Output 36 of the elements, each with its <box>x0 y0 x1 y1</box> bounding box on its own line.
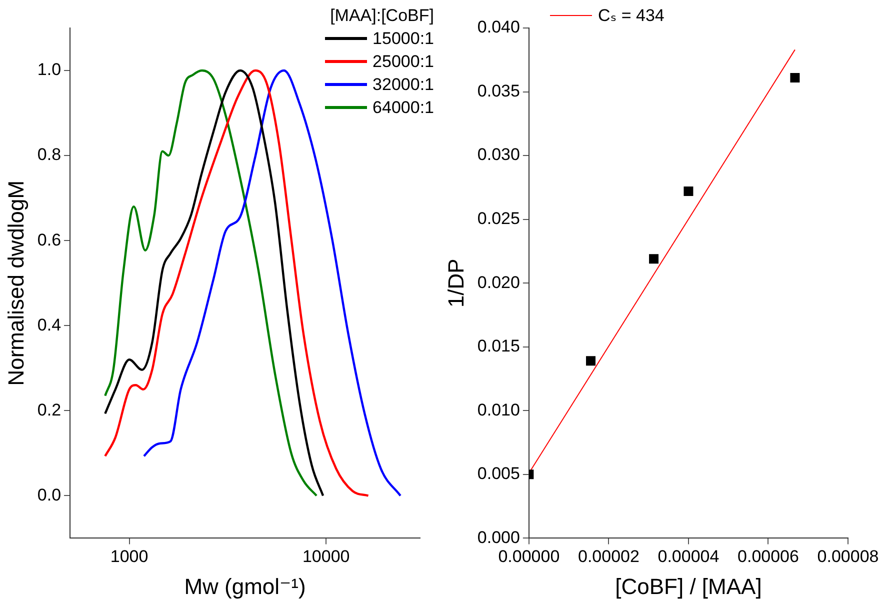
point <box>684 186 694 196</box>
point <box>649 254 659 264</box>
y-tick-label: 0.020 <box>477 272 520 292</box>
y-tick-label: 0.000 <box>477 528 520 547</box>
legend-label: Cₛ = 434 <box>598 5 664 27</box>
point <box>586 356 596 366</box>
x-tick-label: 0.00006 <box>738 547 799 566</box>
x-tick-label: 0.00004 <box>658 547 720 566</box>
x-axis-title: [CoBF] / [MAA] <box>615 574 762 599</box>
y-axis-title: 1/DP <box>443 258 468 308</box>
x-tick-label: 10000 <box>302 547 350 566</box>
y-tick-label: 0.4 <box>37 315 62 334</box>
point <box>790 73 800 82</box>
legend-label: 15000:1 <box>372 28 434 50</box>
y-tick-label: 1.0 <box>37 60 62 80</box>
x-tick-label: 0.00008 <box>817 547 879 566</box>
y-tick-label: 0.005 <box>477 464 520 484</box>
legend-title: [MAA]:[CoBF] <box>329 5 434 27</box>
y-tick-label: 0.2 <box>37 400 62 420</box>
y-tick-label: 0.040 <box>477 18 520 37</box>
y-tick-label: 0.015 <box>477 336 520 356</box>
x-tick-label: 1000 <box>110 547 148 566</box>
y-axis-title: Normalised dwdlogM <box>3 180 28 386</box>
legend-label: 25000:1 <box>372 51 434 73</box>
legend-label: 64000:1 <box>372 97 434 119</box>
y-tick-label: 0.010 <box>477 400 520 420</box>
y-tick-label: 0.035 <box>477 81 520 100</box>
x-axis-title: Mw (gmol⁻¹) <box>184 574 306 599</box>
y-tick-label: 0.0 <box>37 485 62 504</box>
x-tick-label: 0.00002 <box>578 547 640 566</box>
x-tick-label: 0.00000 <box>498 547 560 566</box>
legend-label: 32000:1 <box>372 74 434 96</box>
y-tick-label: 0.025 <box>477 209 520 228</box>
y-tick-label: 0.030 <box>477 145 520 164</box>
y-tick-label: 0.6 <box>37 230 62 250</box>
y-tick-label: 0.8 <box>37 145 62 164</box>
